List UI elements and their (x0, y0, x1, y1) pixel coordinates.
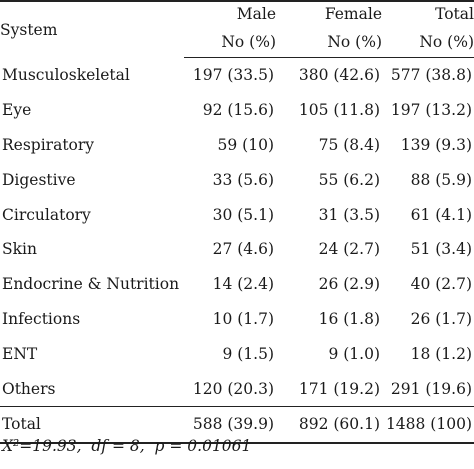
total-row: Total 588 (39.9) 892 (60.1) 1488 (100) (0, 405, 474, 444)
cell-total: 40 (2.7) (410, 275, 472, 294)
cell-female: 16 (1.8) (318, 309, 380, 328)
table-row: Respiratory 59 (10) 75 (8.4) 139 (9.3) (0, 128, 474, 163)
cell-female: 105 (11.8) (298, 101, 380, 120)
header-total: Total (382, 0, 474, 26)
table-row: Infections 10 (1.7) 16 (1.8) 26 (1.7) (0, 302, 474, 337)
cell-total: 197 (13.2) (390, 101, 472, 120)
cell-total: 26 (1.7) (410, 309, 472, 328)
cell-system: ENT (2, 344, 38, 363)
cell-female: 75 (8.4) (318, 135, 380, 154)
subheader-total: No (%) (382, 26, 474, 58)
cell-system: Digestive (2, 170, 76, 189)
header-row-units: No (%) No (%) No (%) (0, 26, 474, 58)
cell-system: Infections (2, 309, 81, 328)
cell-total: 291 (19.6) (390, 379, 472, 398)
cell-male: 120 (20.3) (192, 379, 274, 398)
header-female: Female (276, 0, 382, 26)
cell-male: 27 (4.6) (212, 240, 274, 259)
header-male: Male (184, 0, 276, 26)
cell-female: 31 (3.5) (318, 205, 380, 224)
cell-system: Musculoskeletal (2, 66, 130, 85)
cell-male: 14 (2.4) (212, 275, 274, 294)
header-system: System (0, 0, 184, 58)
cell-system: Circulatory (2, 205, 91, 224)
cell-female: 55 (6.2) (318, 170, 380, 189)
cell-male: 59 (10) (217, 135, 274, 154)
cell-male: 9 (1.5) (222, 344, 274, 363)
cell-system: Others (2, 379, 56, 398)
cell-total: 577 (38.8) (390, 66, 472, 85)
data-table-container: System Male Female Total No (%) No (%) N… (0, 0, 474, 444)
cell-total: 18 (1.2) (410, 344, 472, 363)
table-header: System Male Female Total No (%) No (%) N… (0, 0, 474, 58)
cell-male: 197 (33.5) (192, 66, 274, 85)
table-body: Musculoskeletal 197 (33.5) 380 (42.6) 57… (0, 58, 474, 444)
table-row: Eye 92 (15.6) 105 (11.8) 197 (13.2) (0, 93, 474, 128)
subheader-male: No (%) (184, 26, 276, 58)
cell-female: 171 (19.2) (298, 379, 380, 398)
table-row: Endocrine & Nutrition 14 (2.4) 26 (2.9) … (0, 267, 474, 302)
cell-total: 88 (5.9) (410, 170, 472, 189)
table-row: Circulatory 30 (5.1) 31 (3.5) 61 (4.1) (0, 197, 474, 232)
cell-system: Endocrine & Nutrition (2, 275, 180, 294)
header-row-groups: System Male Female Total (0, 0, 474, 58)
subheader-female: No (%) (276, 26, 382, 58)
total-label: Total (0, 405, 184, 444)
chi-square-footnote: X²=19.93, df = 8, p = 0.01061 (2, 437, 252, 455)
total-male: 588 (39.9) (184, 405, 276, 444)
cell-system: Eye (2, 101, 32, 120)
table-row: Digestive 33 (5.6) 55 (6.2) 88 (5.9) (0, 162, 474, 197)
cell-female: 380 (42.6) (298, 66, 380, 85)
table-row: Others 120 (20.3) 171 (19.2) 291 (19.6) (0, 371, 474, 406)
cell-male: 30 (5.1) (212, 205, 274, 224)
table-row: Skin 27 (4.6) 24 (2.7) 51 (3.4) (0, 232, 474, 267)
cell-female: 9 (1.0) (328, 344, 380, 363)
cell-total: 61 (4.1) (410, 205, 472, 224)
cell-system: Skin (2, 240, 37, 259)
cell-system: Respiratory (2, 135, 95, 154)
cell-female: 26 (2.9) (318, 275, 380, 294)
table-row: ENT 9 (1.5) 9 (1.0) 18 (1.2) (0, 336, 474, 371)
total-all: 1488 (100) (382, 405, 474, 444)
cell-male: 92 (15.6) (202, 101, 274, 120)
total-female: 892 (60.1) (276, 405, 382, 444)
cell-male: 10 (1.7) (212, 309, 274, 328)
cell-total: 51 (3.4) (410, 240, 472, 259)
cell-female: 24 (2.7) (318, 240, 380, 259)
cell-total: 139 (9.3) (400, 135, 472, 154)
table-row: Musculoskeletal 197 (33.5) 380 (42.6) 57… (0, 58, 474, 93)
system-by-sex-table: System Male Female Total No (%) No (%) N… (0, 0, 474, 444)
cell-male: 33 (5.6) (212, 170, 274, 189)
